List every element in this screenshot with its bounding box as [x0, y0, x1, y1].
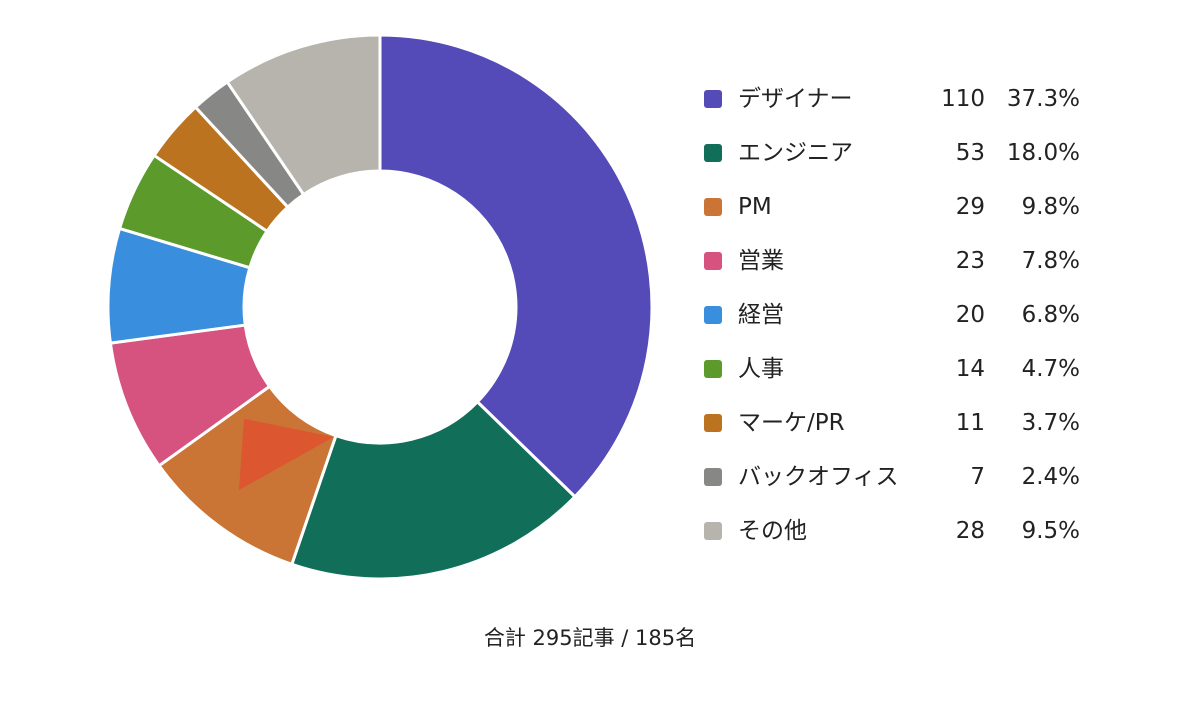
legend-item: 人事 14 4.7% — [700, 342, 1100, 396]
legend-swatch — [704, 306, 722, 324]
legend-label: 人事 — [738, 356, 784, 382]
legend-item: 営業 23 7.8% — [700, 234, 1100, 288]
legend-swatch — [704, 198, 722, 216]
legend-percentage: 4.7% — [1021, 356, 1080, 382]
legend-item: バックオフィス 7 2.4% — [700, 450, 1100, 504]
donut-slices — [106, 33, 654, 581]
legend-count: 53 — [955, 140, 985, 166]
legend-label: 経営 — [738, 302, 784, 328]
slice-9 — [225, 33, 382, 196]
legend-percentage: 7.8% — [1021, 248, 1080, 274]
legend-item: その他 28 9.5% — [700, 504, 1100, 558]
legend-label: マーケ/PR — [738, 410, 845, 436]
legend-count: 11 — [955, 410, 985, 436]
legend-percentage: 6.8% — [1021, 302, 1080, 328]
legend-swatch — [704, 360, 722, 378]
legend-percentage: 9.8% — [1021, 194, 1080, 220]
legend-swatch — [704, 90, 722, 108]
chart-legend: デザイナー 110 37.3% エンジニア 53 18.0% PM 29 9.8% 営業 23 7.8… — [700, 72, 1100, 558]
legend-item: デザイナー 110 37.3% — [700, 72, 1100, 126]
legend-percentage: 37.3% — [1006, 86, 1080, 112]
legend-label: エンジニア — [738, 140, 853, 166]
legend-swatch — [704, 414, 722, 432]
legend-percentage: 3.7% — [1021, 410, 1080, 436]
slice-3-accent — [239, 418, 334, 490]
legend-label: PM — [738, 194, 772, 220]
legend-swatch — [704, 522, 722, 540]
legend-item: マーケ/PR 11 3.7% — [700, 396, 1100, 450]
legend-swatch — [704, 468, 722, 486]
legend-swatch — [704, 252, 722, 270]
legend-item: PM 29 9.8% — [700, 180, 1100, 234]
slice-2 — [290, 400, 577, 581]
legend-count: 7 — [970, 464, 985, 490]
legend-count: 28 — [955, 518, 985, 544]
legend-count: 14 — [955, 356, 985, 382]
legend-item: 経営 20 6.8% — [700, 288, 1100, 342]
legend-percentage: 18.0% — [1006, 140, 1080, 166]
legend-item: エンジニア 53 18.0% — [700, 126, 1100, 180]
legend-swatch — [704, 144, 722, 162]
legend-count: 23 — [955, 248, 985, 274]
legend-percentage: 2.4% — [1021, 464, 1080, 490]
total-summary: 合計 295記事 / 185名 — [483, 626, 697, 650]
legend-label: バックオフィス — [738, 464, 899, 490]
legend-label: 営業 — [738, 248, 784, 274]
legend-count: 20 — [955, 302, 985, 328]
legend-percentage: 9.5% — [1021, 518, 1080, 544]
legend-count: 29 — [955, 194, 985, 220]
legend-label: その他 — [738, 518, 807, 544]
slice-1 — [378, 33, 654, 499]
legend-count: 110 — [941, 86, 985, 112]
legend-label: デザイナー — [738, 86, 853, 112]
